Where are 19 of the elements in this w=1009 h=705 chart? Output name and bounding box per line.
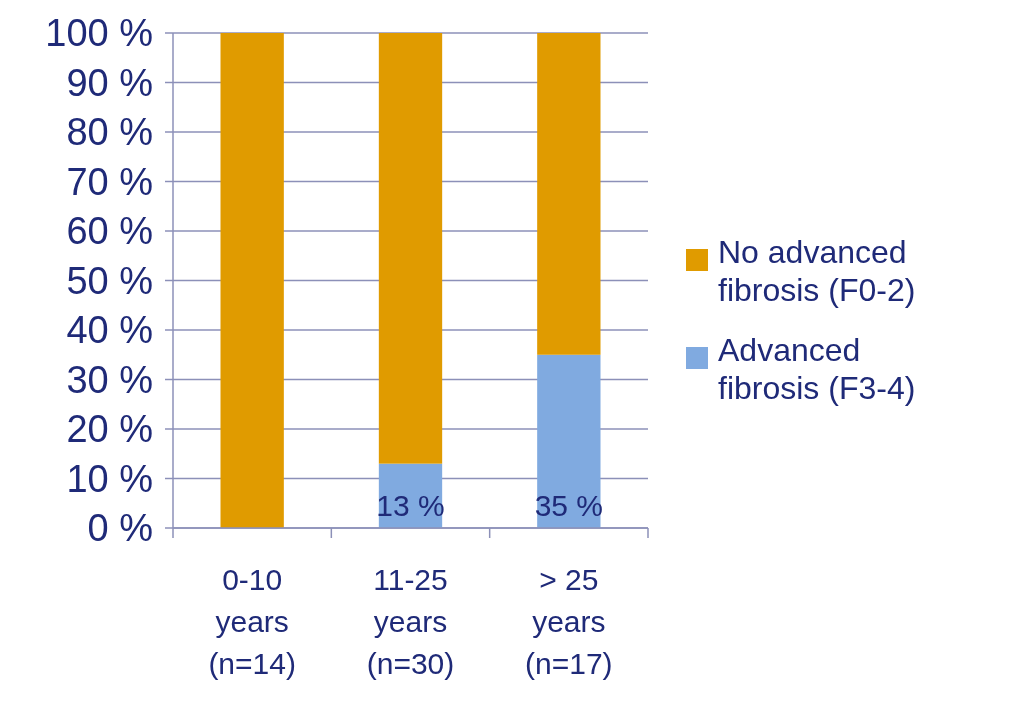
bar [537, 33, 601, 355]
x-tick-label: > 25 years (n=17) [525, 563, 613, 680]
y-tick-label: 80 % [66, 111, 153, 154]
y-tick-label: 90 % [66, 61, 153, 104]
bar [220, 33, 284, 528]
y-tick-label: 20 % [66, 408, 153, 451]
y-tick-label: 50 % [66, 259, 153, 302]
legend-label: No advanced fibrosis (F0-2) [718, 234, 916, 308]
legend-label: Advanced fibrosis (F3-4) [718, 332, 916, 406]
y-tick-label: 0 % [87, 507, 153, 550]
y-tick-label: 30 % [66, 358, 153, 401]
y-tick-label: 60 % [66, 210, 153, 253]
y-tick-label: 40 % [66, 309, 153, 352]
y-tick-label: 70 % [66, 160, 153, 203]
y-tick-label: 100 % [45, 12, 153, 55]
bar [378, 33, 443, 464]
y-tick-label: 10 % [66, 457, 153, 500]
x-tick-label: 11-25 years (n=30) [366, 563, 455, 680]
x-tick-label: 0-10 years (n=14) [208, 563, 296, 680]
